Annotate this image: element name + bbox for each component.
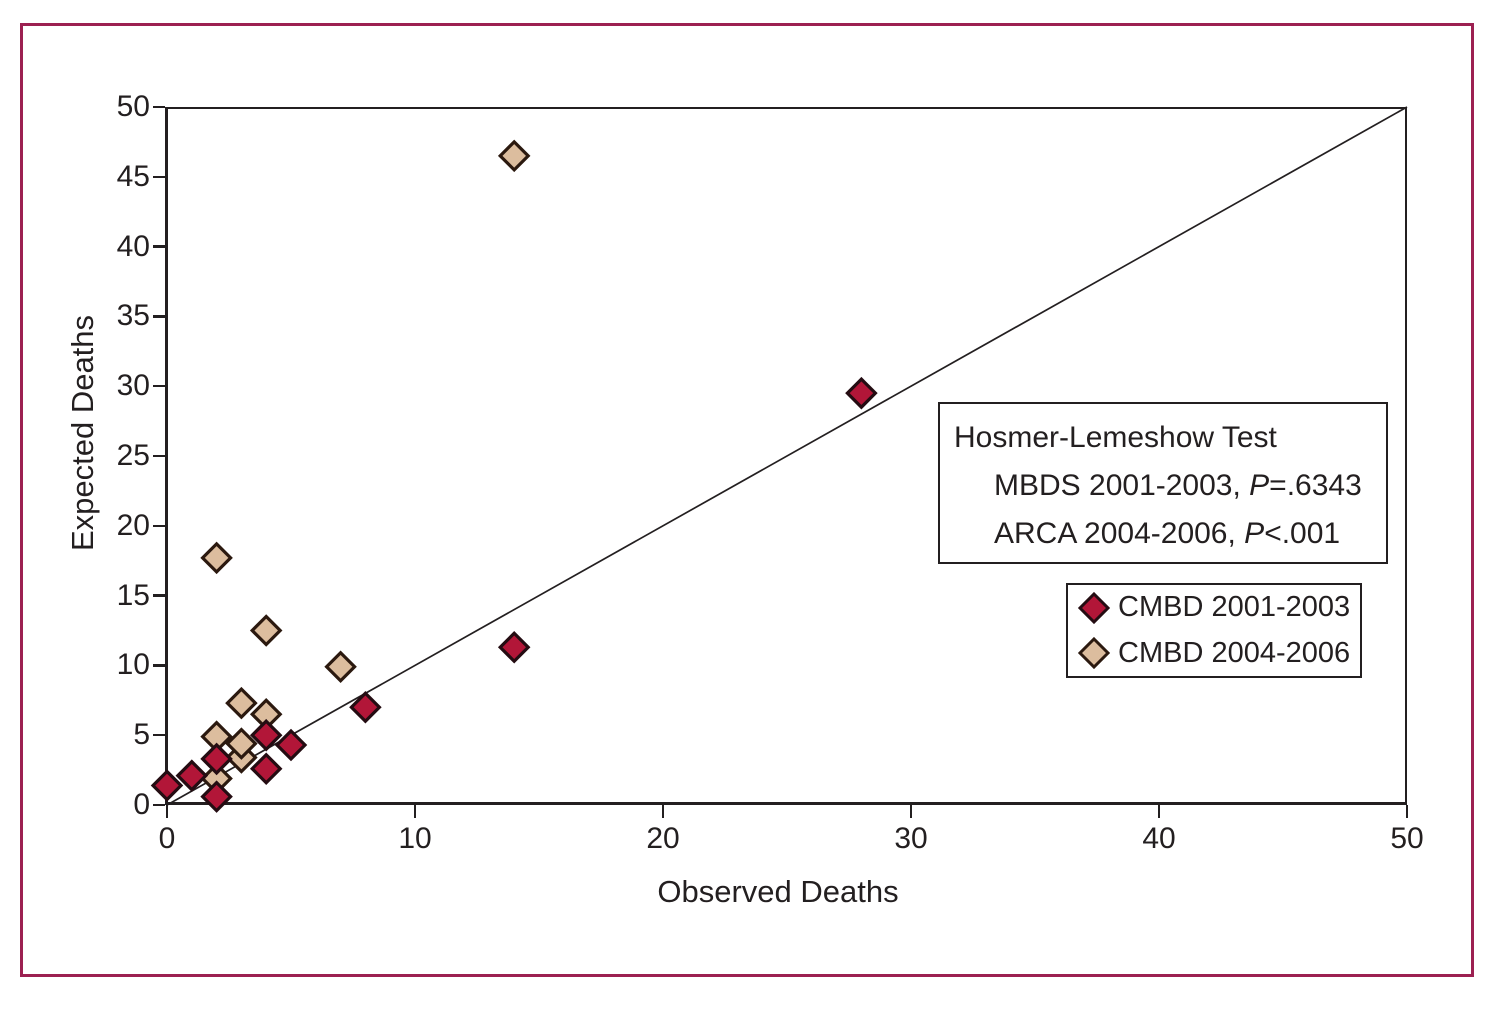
- legend-item: CMBD 2001-2003: [1068, 585, 1360, 631]
- y-tick-label: 50: [116, 90, 150, 123]
- annotation-line-mbds: MBDS 2001-2003, P=.6343: [994, 462, 1386, 510]
- x-tick-mark: [413, 805, 417, 818]
- x-tick-label: 0: [158, 822, 176, 855]
- y-axis-title: Expected Deaths: [65, 314, 100, 552]
- hosmer-lemeshow-annotation: Hosmer-Lemeshow Test MBDS 2001-2003, P=.…: [938, 402, 1388, 564]
- p-value-symbol: P: [1244, 517, 1265, 550]
- x-tick-mark: [661, 805, 665, 818]
- x-tick-label: 20: [646, 822, 680, 855]
- annotation-line-arca: ARCA 2004-2006, P<.001: [994, 510, 1386, 558]
- p-value-symbol: P: [1249, 469, 1270, 502]
- y-tick-label: 35: [116, 299, 150, 333]
- legend: CMBD 2001-2003 CMBD 2004-2006: [1066, 583, 1362, 678]
- x-tick-label: 30: [894, 822, 928, 855]
- p-value-text: <.001: [1264, 517, 1341, 550]
- x-tick-label: 10: [398, 822, 432, 855]
- annotation-text: MBDS 2001-2003,: [994, 469, 1250, 502]
- annotation-text: ARCA 2004-2006,: [994, 517, 1245, 550]
- y-tick-mark: [153, 105, 165, 109]
- y-tick-mark: [153, 664, 165, 667]
- y-tick-mark: [153, 454, 165, 458]
- y-tick-label: 25: [116, 439, 150, 472]
- y-tick-mark: [153, 245, 165, 248]
- y-tick-mark: [153, 315, 165, 318]
- x-tick-mark: [1157, 805, 1161, 818]
- y-tick-label: 45: [116, 159, 150, 193]
- y-tick-mark: [153, 175, 165, 179]
- y-tick-label: 20: [116, 508, 150, 542]
- y-tick-label: 0: [133, 788, 150, 821]
- x-tick-mark: [165, 805, 169, 818]
- annotation-title: Hosmer-Lemeshow Test: [954, 421, 1277, 454]
- y-tick-mark: [153, 384, 165, 388]
- y-tick-mark: [153, 594, 165, 597]
- x-axis-title: Observed Deaths: [657, 874, 899, 909]
- y-tick-label: 15: [116, 578, 150, 612]
- y-tick-label: 30: [116, 369, 150, 403]
- y-tick-mark: [153, 803, 165, 807]
- x-tick-mark: [1405, 805, 1409, 818]
- p-value-text: =.6343: [1269, 469, 1362, 502]
- y-tick-label: 5: [133, 718, 150, 752]
- y-tick-mark: [153, 524, 165, 528]
- figure-border: [20, 23, 1474, 977]
- diamond-marker-icon: [1077, 637, 1111, 670]
- y-tick-mark: [153, 733, 165, 737]
- legend-item: CMBD 2004-2006: [1068, 631, 1360, 677]
- x-tick-label: 40: [1142, 822, 1176, 855]
- x-tick-label: 50: [1390, 822, 1424, 855]
- legend-item-label: CMBD 2001-2003: [1118, 591, 1351, 624]
- diamond-marker-icon: [1077, 591, 1111, 624]
- y-tick-label: 10: [116, 648, 150, 682]
- y-tick-label: 40: [116, 229, 150, 263]
- x-tick-mark: [909, 805, 913, 818]
- legend-item-label: CMBD 2004-2006: [1118, 636, 1351, 669]
